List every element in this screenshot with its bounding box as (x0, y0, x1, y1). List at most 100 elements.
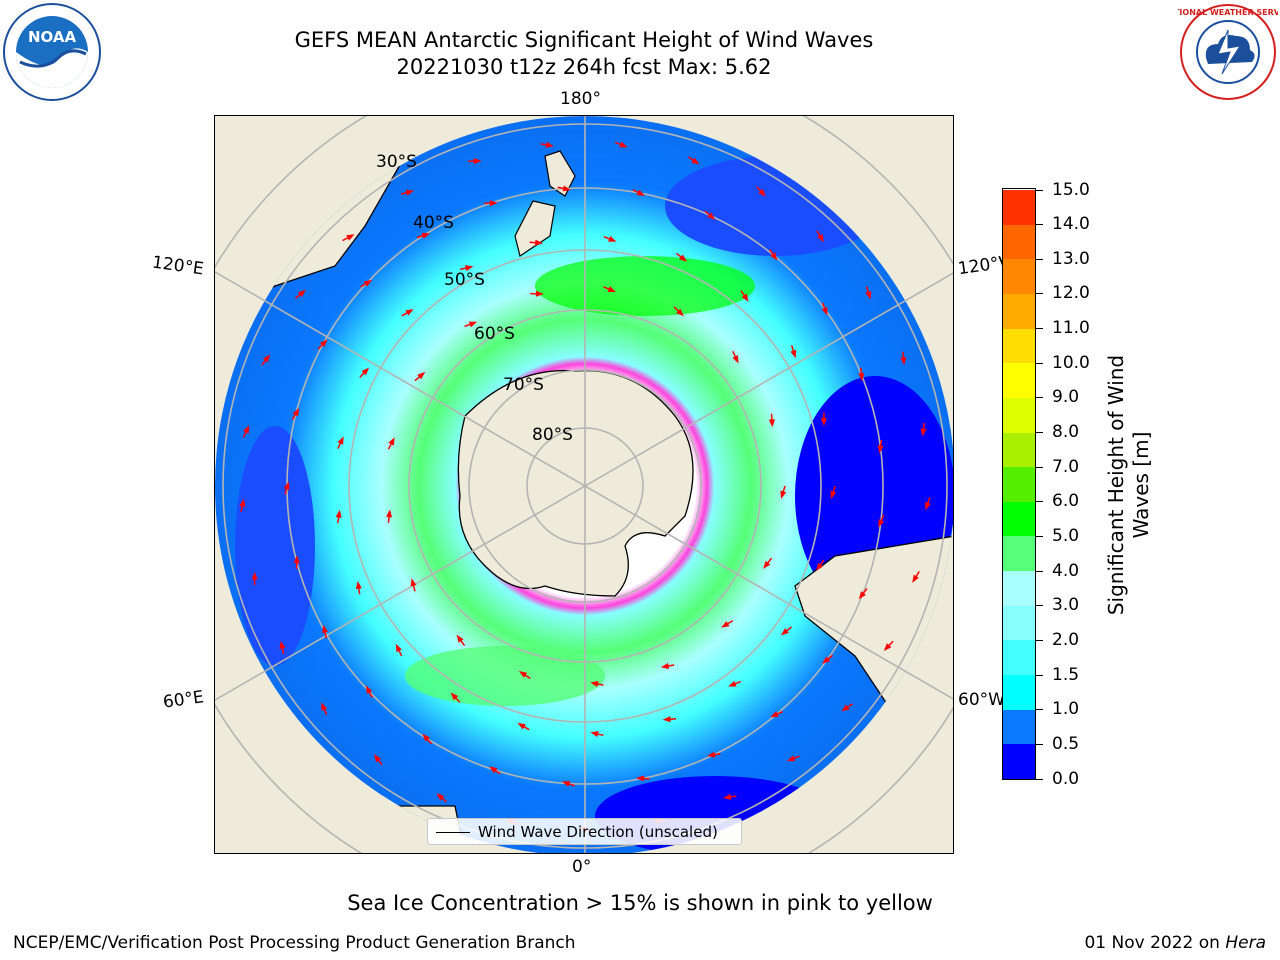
wave-direction-arrowhead (361, 367, 370, 376)
wave-direction-arrowhead (456, 634, 464, 643)
wave-direction-arrowhead (763, 560, 771, 569)
wave-direction-arrowhead (243, 425, 250, 434)
nws-logo-text: NATIONAL WEATHER SERVICE (1178, 8, 1278, 17)
wave-direction-arrowhead (820, 418, 827, 427)
wave-direction-arrowhead (283, 481, 290, 490)
wave-direction-arrowhead (636, 189, 645, 196)
colorbar-segment (1003, 501, 1035, 537)
wave-direction-arrowhead (251, 571, 258, 580)
colorbar-segment (1003, 535, 1035, 572)
wave-direction-arrowhead (830, 490, 837, 500)
wave-direction-arrowhead (405, 309, 414, 316)
colorbar-tick (1036, 432, 1043, 434)
lat-label-60s: 60°S (474, 324, 515, 344)
wave-direction-arrowhead (534, 239, 544, 246)
colorbar-tick-label: 12.0 (1052, 283, 1090, 304)
colorbar-tick-label: 5.0 (1052, 525, 1080, 546)
wave-direction-arrowhead (373, 754, 382, 763)
new-zealand-land (514, 150, 576, 257)
lon-label-120w: 120°W (956, 252, 1008, 280)
footer-date-text: 01 Nov 2022 on (1084, 933, 1220, 953)
low-wave-region (235, 426, 315, 666)
wave-direction-arrowhead (728, 680, 737, 687)
colorbar-tick (1036, 501, 1043, 503)
wave-direction-arrowhead (322, 624, 328, 634)
wave-direction-arrowhead (676, 308, 684, 317)
noaa-logo-text: NOAA (28, 28, 77, 46)
colorbar-title: Significant Height of Wind Waves [m] (1104, 354, 1153, 616)
colorbar-tick-label: 15.0 (1052, 179, 1090, 200)
colorbar-tick-label: 1.0 (1052, 699, 1080, 720)
colorbar-segment (1003, 432, 1035, 468)
colorbar-tick-label: 14.0 (1052, 214, 1090, 235)
colorbar-tick (1036, 674, 1043, 676)
colorbar-tick (1036, 293, 1043, 295)
wave-direction-arrowhead (877, 445, 884, 454)
wave-direction-arrowhead (422, 733, 430, 742)
colorbar-segment (1003, 639, 1035, 676)
wave-direction-arrowhead (619, 141, 628, 148)
wave-direction-arrowhead (691, 157, 700, 165)
colorbar-segment (1003, 328, 1035, 364)
colorbar-tick-label: 8.0 (1052, 422, 1080, 443)
colorbar-tick (1036, 258, 1043, 260)
colorbar (1002, 188, 1036, 780)
wave-direction-arrowhead (822, 656, 831, 664)
colorbar-tick (1036, 709, 1043, 711)
colorbar-tick-label: 9.0 (1052, 387, 1080, 408)
wave-direction-arrowhead (721, 620, 730, 628)
wave-direction-arrowhead (355, 580, 362, 590)
wave-direction-arrowhead (660, 662, 670, 669)
map-title: GEFS MEAN Antarctic Significant Height o… (294, 28, 874, 52)
wave-direction-arrowhead (279, 640, 286, 649)
wave-direction-arrowhead (790, 349, 797, 359)
colorbar-tick (1036, 328, 1043, 330)
colorbar-tick-label: 4.0 (1052, 560, 1080, 581)
lon-label-60e: 60°E (161, 687, 206, 713)
wave-direction-arrowhead (562, 185, 571, 192)
footer-date: 01 Nov 2022 on Hera (1084, 933, 1266, 953)
wave-direction-arrowhead (405, 189, 415, 196)
wave-direction-arrowhead (758, 188, 766, 197)
wave-direction-arrowhead (262, 354, 271, 363)
lon-label-60w: 60°W (958, 690, 1002, 710)
wave-direction-arrowhead (925, 501, 931, 511)
wave-direction-arrowhead (662, 716, 671, 723)
wave-direction-arrowhead (465, 265, 474, 272)
wind-wave-arrows (239, 141, 931, 833)
wave-direction-arrowhead (590, 731, 599, 738)
wave-direction-arrowhead (450, 692, 459, 701)
wave-direction-arrowhead (636, 775, 645, 782)
legend-line-icon (436, 832, 470, 833)
colorbar-segment (1003, 189, 1035, 225)
wave-direction-arrowhead (723, 793, 732, 800)
wave-direction-arrowhead (841, 704, 850, 712)
lon-label-180: 180° (560, 89, 601, 109)
wave-direction-arrowhead (858, 373, 865, 382)
wave-direction-arrowhead (395, 643, 402, 653)
map-legend: Wind Wave Direction (unscaled) (427, 818, 742, 845)
wave-direction-arrowhead (535, 290, 544, 297)
colorbar-segment (1003, 605, 1035, 641)
wave-direction-arrowhead (679, 254, 688, 262)
wave-direction-arrowhead (817, 233, 824, 243)
lat-label-30s: 30°S (376, 152, 417, 172)
wave-direction-arrowhead (417, 371, 426, 380)
colorbar-tick-label: 2.0 (1052, 629, 1080, 650)
wave-direction-arrowhead (346, 234, 355, 241)
wave-direction-arrowhead (468, 321, 478, 328)
wave-direction-arrowhead (335, 509, 342, 518)
colorbar-tick (1036, 189, 1043, 191)
wave-direction-arrowhead (607, 286, 616, 293)
wave-direction-arrowhead (900, 357, 907, 366)
wave-direction-arrowhead (388, 437, 395, 446)
colorbar-segment (1003, 709, 1035, 745)
colorbar-tick-label: 7.0 (1052, 456, 1080, 477)
wave-direction-arrowhead (878, 519, 885, 528)
wave-direction-arrowhead (780, 490, 787, 499)
wave-direction-arrowhead (770, 252, 778, 261)
wave-direction-arrowhead (239, 498, 246, 507)
colorbar-tick-label: 10.0 (1052, 352, 1090, 373)
wave-direction-arrowhead (321, 702, 328, 711)
polar-map (214, 115, 954, 854)
